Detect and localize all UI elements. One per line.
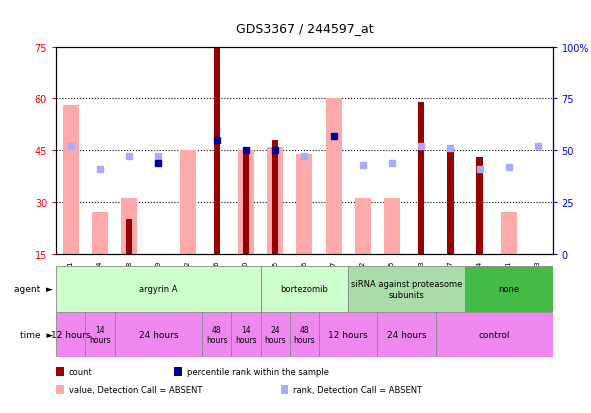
Bar xyxy=(202,312,231,357)
Text: percentile rank within the sample: percentile rank within the sample xyxy=(187,367,329,376)
Bar xyxy=(384,199,400,254)
Bar xyxy=(447,147,453,254)
Bar xyxy=(115,312,202,357)
Text: argyrin A: argyrin A xyxy=(139,285,178,294)
Text: control: control xyxy=(479,330,510,339)
Bar xyxy=(378,312,436,357)
Bar xyxy=(355,199,371,254)
Bar xyxy=(231,312,261,357)
Text: count: count xyxy=(69,367,92,376)
Bar xyxy=(436,312,553,357)
Bar xyxy=(238,151,254,254)
Text: time  ►: time ► xyxy=(20,330,53,339)
Text: 48
hours: 48 hours xyxy=(206,325,228,344)
Text: 24
hours: 24 hours xyxy=(264,325,286,344)
Bar xyxy=(326,99,342,254)
Bar xyxy=(180,151,196,254)
Text: value, Detection Call = ABSENT: value, Detection Call = ABSENT xyxy=(69,385,202,394)
Text: none: none xyxy=(498,285,519,294)
Bar xyxy=(348,266,465,312)
Bar xyxy=(272,140,278,254)
Bar xyxy=(85,312,115,357)
Bar xyxy=(213,47,220,254)
Bar xyxy=(476,158,483,254)
Bar xyxy=(267,147,283,254)
Bar xyxy=(243,151,249,254)
Text: 48
hours: 48 hours xyxy=(294,325,315,344)
Text: GDS3367 / 244597_at: GDS3367 / 244597_at xyxy=(236,22,373,35)
Bar xyxy=(121,199,137,254)
Text: 12 hours: 12 hours xyxy=(51,330,90,339)
Bar xyxy=(63,106,79,254)
Text: siRNA against proteasome
subunits: siRNA against proteasome subunits xyxy=(351,280,462,299)
Bar xyxy=(290,312,319,357)
Text: bortezomib: bortezomib xyxy=(280,285,329,294)
Bar xyxy=(501,213,517,254)
Bar xyxy=(92,213,108,254)
Bar xyxy=(319,312,378,357)
Text: 14
hours: 14 hours xyxy=(235,325,256,344)
Text: rank, Detection Call = ABSENT: rank, Detection Call = ABSENT xyxy=(293,385,422,394)
Bar xyxy=(418,102,424,254)
Bar xyxy=(296,154,313,254)
Text: agent  ►: agent ► xyxy=(14,285,53,294)
Bar xyxy=(261,266,348,312)
Text: 24 hours: 24 hours xyxy=(139,330,178,339)
Bar xyxy=(465,266,553,312)
Bar xyxy=(56,312,85,357)
Text: 24 hours: 24 hours xyxy=(387,330,426,339)
Text: 14
hours: 14 hours xyxy=(89,325,111,344)
Bar xyxy=(56,266,261,312)
Bar xyxy=(261,312,290,357)
Text: 12 hours: 12 hours xyxy=(329,330,368,339)
Bar xyxy=(126,220,132,254)
